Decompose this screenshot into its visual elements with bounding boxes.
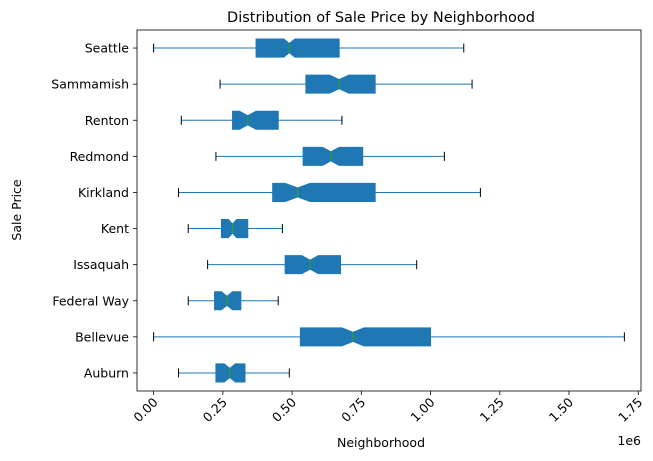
box-group-kent	[187, 219, 283, 239]
box-kirkland	[272, 182, 376, 202]
box-sammamish	[305, 74, 376, 94]
box-auburn	[215, 363, 246, 383]
box-group-kirkland	[178, 182, 481, 202]
box-group-federal-way	[187, 291, 279, 311]
box-bellevue	[299, 327, 432, 347]
box-redmond	[302, 146, 364, 166]
y-tick-label-redmond: Redmond	[70, 149, 129, 164]
x-tick-label-2: 0.50	[269, 394, 299, 424]
x-tick-label-1: 0.25	[200, 395, 230, 425]
x-tick-label-0: 0.00	[130, 394, 160, 424]
y-tick-label-auburn: Auburn	[84, 365, 129, 380]
y-tick-label-bellevue: Bellevue	[75, 329, 129, 344]
box-group-bellevue	[153, 327, 625, 347]
y-axis-label: Sale Price	[9, 179, 24, 241]
chart-title: Distribution of Sale Price by Neighborho…	[227, 10, 535, 26]
box-seattle	[255, 38, 340, 58]
y-axis: Auburn Bellevue Federal Way Issaquah Kent Kir…	[51, 41, 137, 380]
y-tick-label-federal-way: Federal Way	[52, 293, 129, 308]
y-tick-label-renton: Renton	[85, 113, 129, 128]
x-axis-offset-label: 1e6	[617, 433, 641, 448]
box-kent	[220, 219, 249, 239]
box-federal-way	[214, 291, 242, 311]
plot-frame	[136, 29, 642, 392]
box-group-seattle	[153, 38, 465, 58]
y-tick-label-sammamish: Sammamish	[51, 77, 129, 92]
box-group-redmond	[215, 146, 445, 166]
box-group-auburn	[178, 363, 290, 383]
x-axis-label: Neighborhood	[337, 435, 425, 450]
y-tick-label-issaquah: Issaquah	[73, 257, 129, 272]
box-group-issaquah	[207, 255, 418, 275]
x-tick-label-3: 0.75	[338, 395, 368, 425]
x-tick-label-7: 1.75	[615, 395, 645, 425]
y-tick-label-kent: Kent	[101, 221, 129, 236]
box-renton	[232, 110, 279, 130]
boxes-layer	[153, 38, 625, 383]
x-tick-label-4: 1.00	[407, 394, 437, 424]
box-group-sammamish	[219, 74, 473, 94]
y-tick-label-kirkland: Kirkland	[78, 185, 129, 200]
x-tick-label-5: 1.25	[477, 395, 507, 425]
box-issaquah	[284, 255, 342, 275]
y-tick-label-seattle: Seattle	[85, 41, 130, 56]
box-group-renton	[180, 110, 343, 130]
x-tick-label-6: 1.50	[546, 394, 576, 424]
x-axis: 0.00 0.25 0.50 0.75 1.00 1.25 1.50 1.75	[130, 391, 645, 425]
